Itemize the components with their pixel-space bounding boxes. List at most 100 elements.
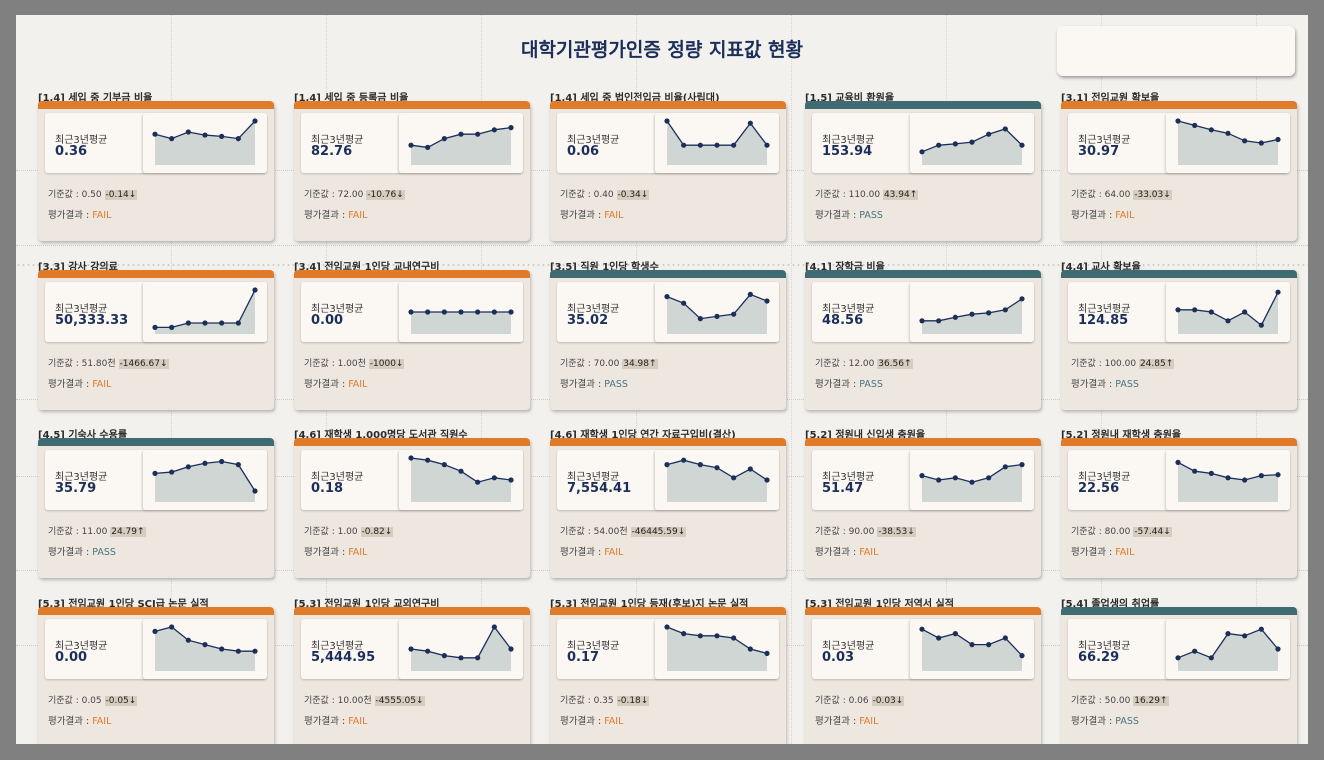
status-bar bbox=[550, 270, 786, 278]
indicator-card[interactable]: 최근3년평균 0.00 기준값 : 0.05 -0.05↓ 평가결과 : FAIL bbox=[38, 607, 274, 744]
indicator-card[interactable]: 최근3년평균 124.85 기준값 : 100.00 24.85↑ 평가결과 : PA… bbox=[1061, 270, 1297, 410]
base-value: 기준값 : 90.00 bbox=[815, 527, 878, 537]
avg-label: 최근3년평균 bbox=[311, 304, 364, 315]
sparkline-point bbox=[475, 309, 481, 315]
indicator-card[interactable]: 최근3년평균 50,333.33 기준값 : 51.80천 -1466.67↓ 평가결… bbox=[38, 270, 274, 410]
base-value-row: 기준값 : 70.00 34.98↑ bbox=[560, 356, 658, 369]
kpi-panel: 최근3년평균 5,444.95 bbox=[301, 619, 523, 679]
indicator-card[interactable]: 최근3년평균 22.56 기준값 : 80.00 -57.44↓ 평가결과 : FAI… bbox=[1061, 438, 1297, 578]
indicator-card[interactable]: 최근3년평균 0.03 기준값 : 0.06 -0.03↓ 평가결과 : FAIL bbox=[805, 607, 1041, 744]
sparkline-point bbox=[1019, 296, 1025, 302]
indicator-card[interactable]: 최근3년평균 0.00 기준값 : 1.00천 -1000↓ 평가결과 : FAIL bbox=[294, 270, 530, 410]
avg-value: 7,554.41 bbox=[567, 481, 632, 496]
sparkline-point bbox=[969, 311, 975, 317]
sparkline-point bbox=[952, 631, 958, 637]
avg-value: 0.36 bbox=[55, 144, 88, 159]
indicator-card[interactable]: 최근3년평균 0.17 기준값 : 0.35 -0.18↓ 평가결과 : FAIL bbox=[550, 607, 786, 744]
sparkline-point bbox=[714, 633, 720, 639]
filter-box[interactable] bbox=[1057, 26, 1295, 76]
result-row: 평가결과 : PASS bbox=[1071, 376, 1139, 390]
status-bar bbox=[294, 101, 530, 109]
sparkline-point bbox=[664, 462, 670, 468]
sparkline-point bbox=[152, 628, 158, 634]
sparkline-point bbox=[185, 320, 191, 326]
sparkline-point bbox=[731, 475, 737, 481]
indicator-card[interactable]: 최근3년평균 153.94 기준값 : 110.00 43.94↑ 평가결과 : PA… bbox=[805, 101, 1041, 241]
indicator-card[interactable]: 최근3년평균 5,444.95 기준값 : 10.00천 -4555.05↓ 평가결과… bbox=[294, 607, 530, 744]
result-value: FAIL bbox=[604, 716, 624, 727]
avg-label: 최근3년평균 bbox=[822, 304, 875, 315]
sparkline-point bbox=[731, 635, 737, 641]
diff-badge: 36.56↑ bbox=[877, 359, 913, 369]
base-value-row: 기준값 : 64.00 -33.03↓ bbox=[1071, 187, 1172, 200]
kpi-panel: 최근3년평균 50,333.33 bbox=[45, 282, 267, 342]
result-label: 평가결과 : bbox=[1071, 210, 1116, 221]
sparkline-area bbox=[1178, 629, 1278, 671]
sparkline-point bbox=[425, 457, 431, 463]
sparkline bbox=[399, 619, 523, 679]
diff-badge: 16.29↑ bbox=[1133, 696, 1169, 706]
sparkline bbox=[655, 282, 779, 342]
kpi-panel: 최근3년평균 0.06 bbox=[557, 113, 779, 173]
indicator-card[interactable]: 최근3년평균 0.06 기준값 : 0.40 -0.34↓ 평가결과 : FAIL bbox=[550, 101, 786, 241]
base-value: 기준값 : 0.35 bbox=[560, 696, 617, 706]
sparkline-area bbox=[411, 627, 511, 671]
avg-value: 35.02 bbox=[567, 313, 609, 328]
card-title: [3.1] 전임교원 확보율 bbox=[1061, 93, 1160, 104]
card-title: [5.4] 졸업생의 취업률 bbox=[1061, 599, 1160, 610]
card-title: [5.3] 전임교원 1인당 교외연구비 bbox=[294, 599, 440, 610]
sparkline-point bbox=[202, 132, 208, 138]
result-row: 평가결과 : FAIL bbox=[1071, 207, 1134, 221]
indicator-card[interactable]: 최근3년평균 35.02 기준값 : 70.00 34.98↑ 평가결과 : PASS bbox=[550, 270, 786, 410]
diff-badge: -0.05↓ bbox=[104, 696, 138, 706]
sparkline-point bbox=[202, 320, 208, 326]
card-title: [4.6] 재학생 1인당 연간 자료구입비(결산) bbox=[550, 430, 736, 441]
status-bar bbox=[38, 438, 274, 446]
avg-value: 0.00 bbox=[55, 650, 88, 665]
result-label: 평가결과 : bbox=[1071, 547, 1116, 558]
sparkline-area bbox=[667, 460, 767, 502]
avg-label: 최근3년평균 bbox=[822, 472, 875, 483]
diff-badge: -38.53↓ bbox=[877, 527, 916, 537]
sparkline-area bbox=[155, 121, 255, 165]
base-value: 기준값 : 0.40 bbox=[560, 190, 617, 200]
result-label: 평가결과 : bbox=[815, 716, 860, 727]
status-bar bbox=[294, 607, 530, 615]
base-value: 기준값 : 72.00 bbox=[304, 190, 367, 200]
sparkline-point bbox=[747, 466, 753, 472]
sparkline bbox=[1166, 619, 1290, 679]
indicator-card[interactable]: 최근3년평균 48.56 기준값 : 12.00 36.56↑ 평가결과 : PASS bbox=[805, 270, 1041, 410]
sparkline-point bbox=[764, 142, 770, 148]
sparkline-point bbox=[408, 309, 414, 315]
base-value-row: 기준값 : 12.00 36.56↑ bbox=[815, 356, 913, 369]
base-value-row: 기준값 : 100.00 24.85↑ bbox=[1071, 356, 1175, 369]
sparkline-point bbox=[235, 136, 241, 142]
sparkline-point bbox=[508, 309, 514, 315]
indicator-card[interactable]: 최근3년평균 66.29 기준값 : 50.00 16.29↑ 평가결과 : PASS bbox=[1061, 607, 1297, 744]
sparkline-point bbox=[697, 316, 703, 322]
status-bar bbox=[1061, 607, 1297, 615]
card-title: [3.5] 직원 1인당 학생수 bbox=[550, 262, 659, 273]
sparkline-point bbox=[681, 142, 687, 148]
indicator-card[interactable]: 최근3년평균 7,554.41 기준값 : 54.00천 -46445.59↓ 평가결… bbox=[550, 438, 786, 578]
result-label: 평가결과 : bbox=[1071, 379, 1116, 390]
indicator-card[interactable]: 최근3년평균 82.76 기준값 : 72.00 -10.76↓ 평가결과 : FAI… bbox=[294, 101, 530, 241]
result-row: 평가결과 : FAIL bbox=[304, 207, 367, 221]
base-value-row: 기준값 : 50.00 16.29↑ bbox=[1071, 693, 1169, 706]
kpi-panel: 최근3년평균 124.85 bbox=[1068, 282, 1290, 342]
result-label: 평가결과 : bbox=[560, 379, 605, 390]
sparkline-point bbox=[235, 648, 241, 654]
indicator-card[interactable]: 최근3년평균 0.18 기준값 : 1.00 -0.82↓ 평가결과 : FAIL bbox=[294, 438, 530, 578]
dashboard-canvas: 대학기관평가인증 정량 지표값 현황 [1.4] 세입 중 기부금 비율 최근3년… bbox=[16, 15, 1308, 744]
base-value-row: 기준값 : 0.06 -0.03↓ bbox=[815, 693, 905, 706]
sparkline-point bbox=[764, 650, 770, 656]
base-value: 기준값 : 51.80천 bbox=[48, 359, 119, 369]
result-value: PASS bbox=[1115, 716, 1139, 727]
sparkline-point bbox=[1275, 472, 1281, 478]
sparkline-point bbox=[969, 642, 975, 648]
indicator-card[interactable]: 최근3년평균 35.79 기준값 : 11.00 24.79↑ 평가결과 : PASS bbox=[38, 438, 274, 578]
sparkline-point bbox=[936, 318, 942, 324]
indicator-card[interactable]: 최근3년평균 30.97 기준값 : 64.00 -33.03↓ 평가결과 : FAI… bbox=[1061, 101, 1297, 241]
indicator-card[interactable]: 최근3년평균 0.36 기준값 : 0.50 -0.14↓ 평가결과 : FAIL bbox=[38, 101, 274, 241]
indicator-card[interactable]: 최근3년평균 51.47 기준값 : 90.00 -38.53↓ 평가결과 : FAI… bbox=[805, 438, 1041, 578]
